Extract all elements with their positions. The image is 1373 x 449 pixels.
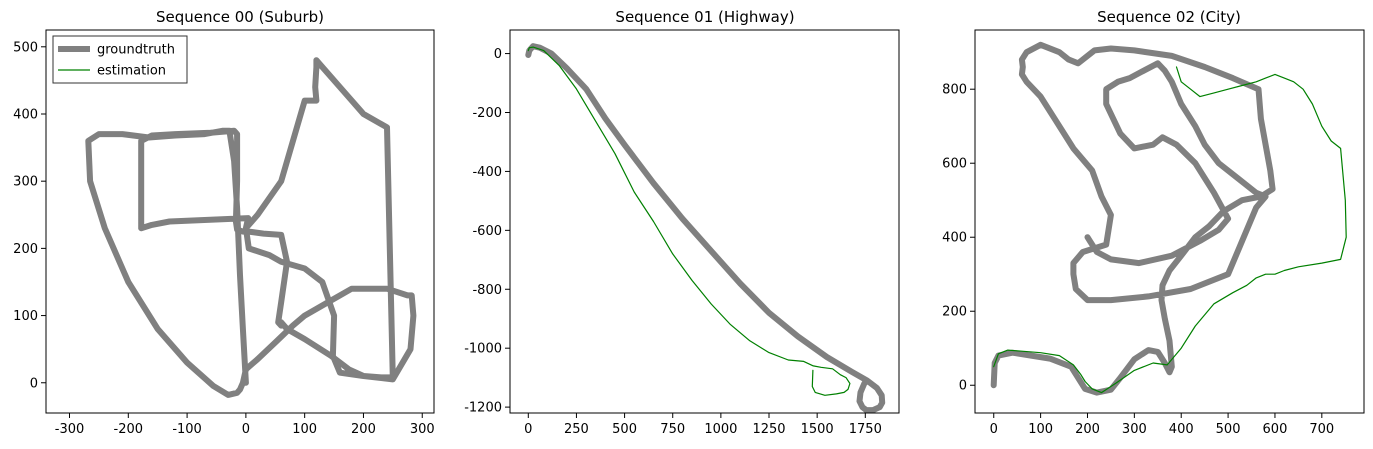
x-tick-label: 100 — [1028, 422, 1053, 437]
y-tick-label: -600 — [472, 224, 502, 239]
x-tick-label: 500 — [612, 422, 637, 437]
y-tick-label: 100 — [13, 309, 38, 324]
y-tick-label: 0 — [30, 376, 38, 391]
panel-title: Sequence 00 (Suburb) — [156, 8, 324, 26]
x-tick-label: 0 — [990, 422, 998, 437]
panel-title: Sequence 01 (Highway) — [615, 8, 794, 26]
y-tick-label: 0 — [959, 379, 967, 394]
legend-label-estimation: estimation — [97, 64, 166, 79]
legend-box — [52, 35, 188, 84]
legend: groundtruth estimation — [52, 35, 188, 84]
y-tick-label: -1000 — [464, 342, 502, 357]
panel-sequence-01: Sequence 01 (Highway) 0 250 500 750 1000 1250… — [464, 8, 900, 437]
legend-label-groundtruth: groundtruth — [97, 43, 175, 58]
panel-title: Sequence 02 (City) — [1097, 8, 1241, 26]
panel-sequence-02: Sequence 02 (City) 0 100 200 300 400 500 600 70… — [942, 8, 1365, 437]
y-tick-label: 300 — [13, 175, 38, 190]
x-tick-label: 1250 — [752, 422, 785, 437]
y-tick-label: 600 — [942, 157, 967, 172]
axes-frame — [974, 29, 1365, 414]
panel-sequence-00: Sequence 00 (Suburb) -300 -200 -100 0 100 200… — [13, 8, 434, 437]
axes-frame — [509, 29, 900, 414]
y-tick-label: 800 — [942, 83, 967, 98]
y-tick-label: -1200 — [464, 401, 502, 416]
x-tick-label: -300 — [55, 422, 85, 437]
x-tick-label: 1750 — [849, 422, 882, 437]
y-tick-label: 400 — [13, 107, 38, 122]
x-tick-label: 700 — [1309, 422, 1334, 437]
series-groundtruth-line — [525, 43, 886, 414]
x-tick-label: 200 — [351, 422, 376, 437]
x-tick-label: 200 — [1075, 422, 1100, 437]
x-tick-label: -100 — [172, 422, 202, 437]
x-tick-label: 1000 — [704, 422, 737, 437]
x-tick-label: -200 — [114, 422, 144, 437]
y-tick-label: -800 — [472, 283, 502, 298]
y-tick-label: 500 — [13, 40, 38, 55]
series-estimation-line — [993, 66, 1347, 394]
x-tick-label: 750 — [660, 422, 685, 437]
y-tick-label: 200 — [942, 305, 967, 320]
x-tick-label: 100 — [292, 422, 317, 437]
y-tick-label: -400 — [472, 165, 502, 180]
x-tick-label: 0 — [524, 422, 532, 437]
series-groundtruth-line — [85, 57, 417, 398]
series-estimation-line — [527, 46, 851, 396]
x-tick-label: 300 — [1122, 422, 1147, 437]
y-tick-label: 400 — [942, 231, 967, 246]
x-tick-label: 500 — [1216, 422, 1241, 437]
x-tick-label: 0 — [242, 422, 250, 437]
x-tick-label: 1500 — [801, 422, 834, 437]
x-tick-label: 600 — [1263, 422, 1288, 437]
x-tick-label: 300 — [410, 422, 435, 437]
series-groundtruth-line — [990, 41, 1276, 396]
y-tick-label: -200 — [472, 106, 502, 121]
x-tick-label: 250 — [564, 422, 589, 437]
x-tick-label: 400 — [1169, 422, 1194, 437]
axes-frame — [45, 29, 435, 414]
y-tick-label: 200 — [13, 242, 38, 257]
y-tick-label: 0 — [494, 47, 502, 62]
